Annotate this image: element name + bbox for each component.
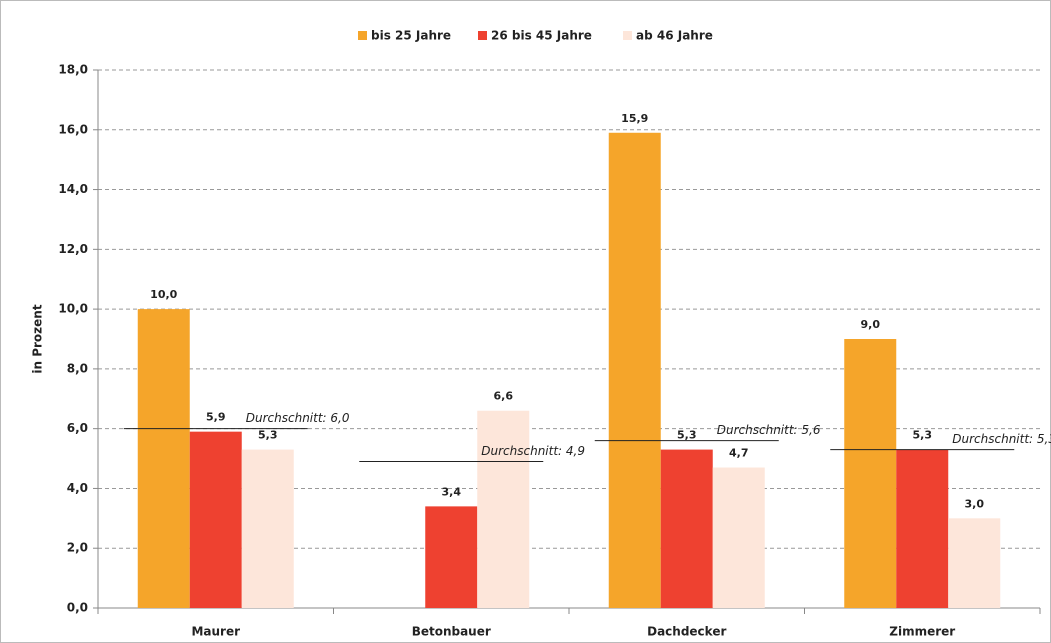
average-label: Durchschnitt: 6,0 xyxy=(246,411,350,425)
value-label: 10,0 xyxy=(150,288,177,301)
value-label: 5,9 xyxy=(206,411,226,424)
x-tick-label: Dachdecker xyxy=(647,625,726,639)
legend-swatch xyxy=(478,31,487,40)
bar xyxy=(948,518,1001,608)
average-label: Durchschnitt: 4,9 xyxy=(481,444,585,458)
bar xyxy=(712,467,765,608)
legend-label: bis 25 Jahre xyxy=(371,29,451,43)
value-label: 3,4 xyxy=(442,485,462,498)
bar xyxy=(477,410,530,608)
legend-swatch xyxy=(358,31,367,40)
bar xyxy=(660,449,713,608)
y-tick-label: 12,0 xyxy=(58,242,88,256)
value-label: 5,3 xyxy=(677,429,697,442)
legend-swatch xyxy=(623,31,632,40)
value-label: 3,0 xyxy=(965,497,985,510)
value-label: 15,9 xyxy=(621,112,648,125)
bar xyxy=(137,309,190,608)
y-tick-label: 8,0 xyxy=(67,361,88,375)
value-label: 9,0 xyxy=(861,318,881,331)
bar xyxy=(896,449,949,608)
x-tick-label: Zimmerer xyxy=(889,625,955,639)
y-tick-label: 6,0 xyxy=(67,421,88,435)
value-label: 5,3 xyxy=(913,429,933,442)
y-tick-label: 16,0 xyxy=(58,122,88,136)
average-label: Durchschnitt: 5,6 xyxy=(717,423,821,437)
legend-label: ab 46 Jahre xyxy=(636,29,713,43)
y-tick-label: 2,0 xyxy=(67,541,88,555)
value-label: 6,6 xyxy=(494,390,514,403)
y-tick-label: 0,0 xyxy=(67,601,88,615)
x-tick-label: Maurer xyxy=(191,625,240,639)
y-tick-label: 18,0 xyxy=(58,63,88,77)
y-tick-label: 10,0 xyxy=(58,302,88,316)
value-label: 5,3 xyxy=(258,429,278,442)
y-tick-label: 4,0 xyxy=(67,481,88,495)
y-tick-label: 14,0 xyxy=(58,182,88,196)
y-axis-label: in Prozent xyxy=(31,304,45,373)
legend-label: 26 bis 45 Jahre xyxy=(491,29,592,43)
value-label: 4,7 xyxy=(729,447,749,460)
bar xyxy=(608,132,661,608)
average-label: Durchschnitt: 5,3 xyxy=(952,432,1051,446)
bar xyxy=(844,339,897,608)
bar xyxy=(189,431,242,608)
bar xyxy=(425,506,478,608)
bar xyxy=(241,449,294,608)
x-tick-label: Betonbauer xyxy=(412,625,491,639)
